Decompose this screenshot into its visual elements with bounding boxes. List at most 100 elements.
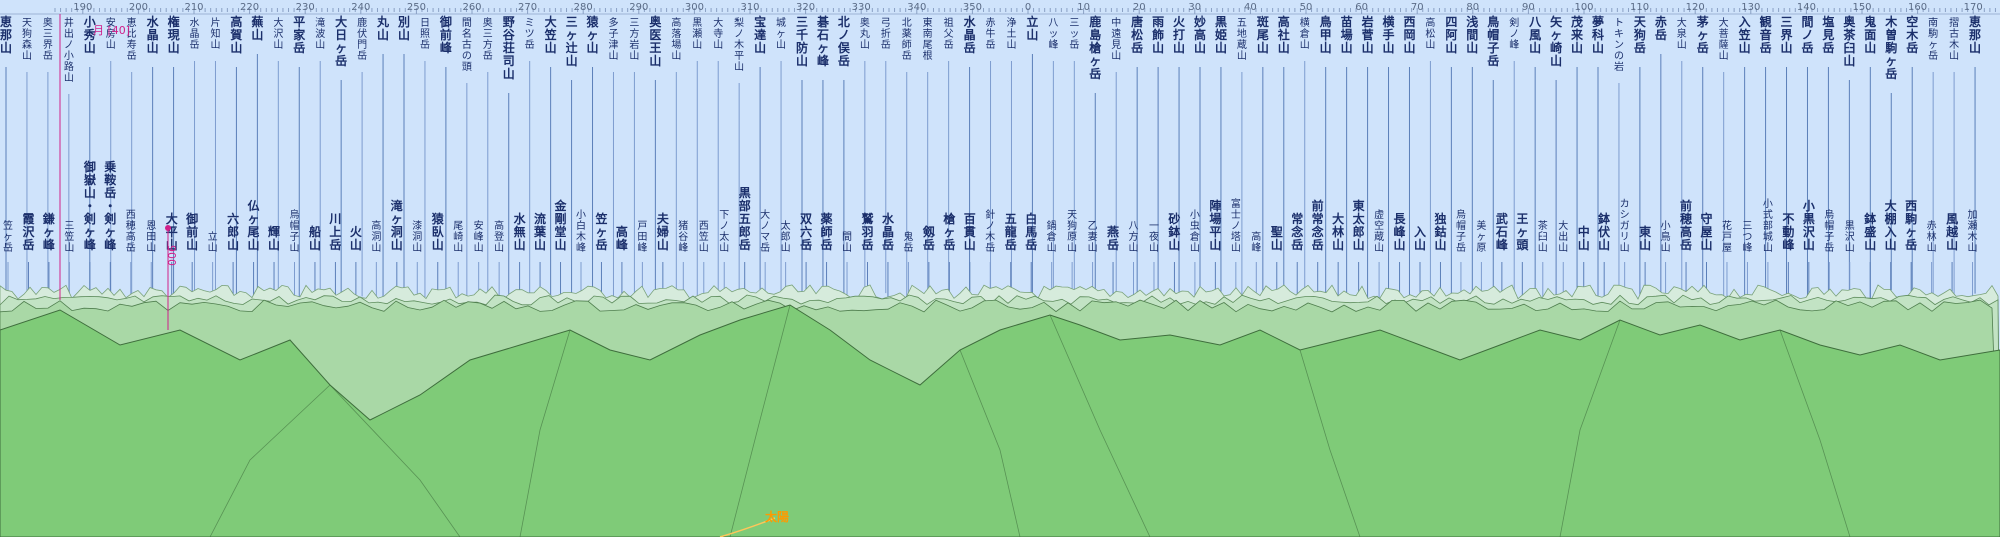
markers: 月 [40] 900 太陽 xyxy=(59,14,789,537)
peak-label: 奥茶臼山 xyxy=(1842,14,1856,68)
sun-path xyxy=(719,517,776,537)
ridge-contour xyxy=(959,349,1021,537)
peak-label: 間ノ岳 xyxy=(1801,15,1813,55)
peak-label: 御前峰 xyxy=(439,14,453,55)
peak-label: 高登山 xyxy=(494,219,504,254)
peak-label: 夢科山 xyxy=(1592,14,1604,55)
peak-label: 武石峰 xyxy=(1495,211,1509,252)
peak-label: 水晶岳 xyxy=(964,14,977,55)
peak-label: 安峰山 xyxy=(474,219,484,254)
peak-label: 観音岳 xyxy=(1760,14,1772,55)
peak-label: 剱岳 xyxy=(922,224,936,252)
peak-label: 横手山 xyxy=(1383,14,1396,55)
peak-label: 高賀山 xyxy=(229,14,242,55)
azimuth-tick-label: 240 xyxy=(351,2,370,13)
peak-labels-top: 恵那山天狗森山奥三界岳井出ノ小路山小秀山安房山恵比寿岳水晶山権現山水晶岳片知山高… xyxy=(0,14,1981,84)
peak-label: 川上岳 xyxy=(328,212,341,252)
peak-label: 浅間山 xyxy=(1466,14,1478,55)
peak-label: 水晶岳 xyxy=(190,17,200,51)
peak-label: 北薬師岳 xyxy=(902,17,912,62)
highlight-marker-dot xyxy=(165,225,171,231)
azimuth-tick-label: 230 xyxy=(296,2,315,13)
peak-label: 前常念岳 xyxy=(1312,198,1324,252)
peak-label: 恵那山 xyxy=(1969,14,1981,55)
peak-label: 恩田山 xyxy=(146,220,156,254)
azimuth-tick-label: 200 xyxy=(129,2,148,13)
peak-label: 船山 xyxy=(309,224,321,252)
peak-label: トキンの岩 xyxy=(1614,18,1624,73)
azimuth-tick-label: 290 xyxy=(629,2,648,13)
peak-label: 前穂高岳 xyxy=(1680,198,1692,252)
peak-label: 笠ヶ岳 xyxy=(594,211,607,252)
azimuth-tick-label: 210 xyxy=(184,2,203,13)
peak-label: 唐松岳 xyxy=(1131,14,1143,55)
mountain-ridges xyxy=(0,284,2000,537)
peak-label: 霞沢岳 xyxy=(22,212,35,252)
azimuth-tick-label: 60 xyxy=(1355,2,1368,13)
peak-label: 鳥甲山 xyxy=(1320,14,1332,55)
azimuth-tick-label: 0 xyxy=(1025,2,1031,13)
peak-label: 砂鉢山 xyxy=(1167,211,1181,252)
peak-label: 苗場山 xyxy=(1341,14,1353,55)
peak-label: 猿臥山 xyxy=(431,211,445,252)
peak-label: 立山 xyxy=(1026,14,1038,42)
peak-label: 奥丸山 xyxy=(860,16,870,51)
peak-label: 猿ヶ山 xyxy=(586,14,600,55)
peak-label: 加瀬木山 xyxy=(1968,209,1978,254)
azimuth-tick-label: 280 xyxy=(574,2,593,13)
peak-label: 三笠山 xyxy=(64,221,74,254)
peak-label: 双六岳 xyxy=(800,212,812,252)
peak-label: 鷲羽岳 xyxy=(861,211,873,252)
peak-label: 宝達山 xyxy=(754,14,766,55)
peak-label: 火打山 xyxy=(1173,15,1186,55)
azimuth-tick-label: 250 xyxy=(407,2,426,13)
peak-label: 四阿山 xyxy=(1445,15,1457,55)
peak-label: 安房山 xyxy=(106,16,116,51)
peak-label: 高峰 xyxy=(616,224,629,252)
peak-label: 日照岳 xyxy=(420,18,430,51)
peak-label: 茂来山 xyxy=(1570,14,1584,55)
peak-label: 猪谷峰 xyxy=(678,220,688,254)
peak-label: 岩菅山 xyxy=(1361,14,1374,55)
peak-label: 大林山 xyxy=(1332,211,1344,252)
azimuth-tick-label: 330 xyxy=(852,2,871,13)
azimuth-tick-label: 320 xyxy=(796,2,815,13)
peak-label: 小鳥山 xyxy=(1661,220,1671,254)
peak-label: 尾崎山 xyxy=(453,220,463,254)
peak-label: 大沢山 xyxy=(273,16,283,51)
peak-label: 摺古木山 xyxy=(1949,16,1959,62)
moon-marker-label: 月 [40] xyxy=(93,24,130,37)
peak-label: 矢ヶ崎山 xyxy=(1550,14,1563,68)
peak-label: 水晶岳 xyxy=(882,211,895,252)
peak-label: 別山 xyxy=(397,15,410,42)
ridge-near xyxy=(0,304,2000,537)
peak-label: 碁石ヶ峰 xyxy=(816,14,830,68)
peak-label: 八ッ峰 xyxy=(1048,18,1058,51)
azimuth-tick-label: 40 xyxy=(1244,2,1257,13)
peak-label: 大菩薩山 xyxy=(1719,16,1729,62)
peak-label: 笠ヶ岳 xyxy=(3,219,13,254)
azimuth-tick-label: 310 xyxy=(740,2,759,13)
azimuth-tick-label: 130 xyxy=(1741,2,1760,13)
peak-label: 赤林山 xyxy=(1927,220,1937,254)
peak-label: 烏帽子山 xyxy=(289,208,299,254)
sun-label: 太陽 xyxy=(765,509,789,524)
peak-label: 丸山 xyxy=(376,14,390,42)
peak-label: 火山 xyxy=(350,225,363,252)
peak-label: 花戸屋 xyxy=(1722,219,1732,254)
azimuth-tick-label: 260 xyxy=(462,2,481,13)
azimuth-scale: 190 200 210 220 230 240 250 260 270 280 290 300 310 3… xyxy=(0,2,2000,15)
peak-label: 平家岳 xyxy=(293,15,306,55)
peak-label: 大出山 xyxy=(1558,219,1568,254)
azimuth-tick-label: 110 xyxy=(1630,2,1649,13)
peak-label: ミツ岳 xyxy=(525,18,535,51)
peak-label: 滝波山 xyxy=(315,17,325,51)
peak-label: 間山 xyxy=(842,231,852,254)
peak-label: 中山 xyxy=(1578,224,1590,252)
peak-label: 長峰山 xyxy=(1394,211,1407,252)
peak-label: 鬼岳 xyxy=(903,230,913,254)
peak-label: 茅ヶ岳 xyxy=(1697,14,1709,55)
peak-label: 赤牛岳 xyxy=(986,17,996,51)
peak-label: 三ヶ辻山 xyxy=(566,15,578,68)
